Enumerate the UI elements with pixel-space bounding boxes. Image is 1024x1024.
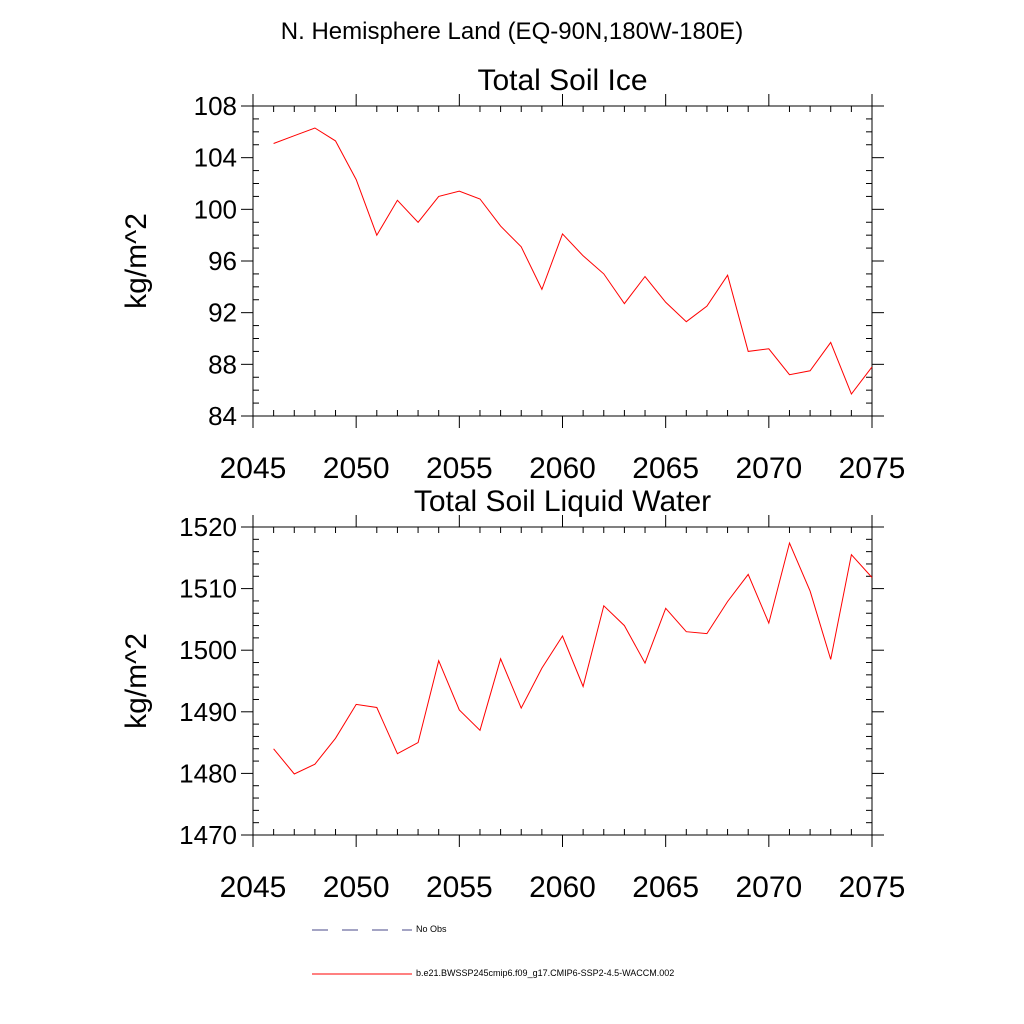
x-tick-label: 2045 (220, 452, 287, 485)
x-tick-label: 2065 (632, 452, 699, 485)
y-tick-label: 104 (194, 143, 237, 173)
x-tick-label: 2075 (839, 452, 906, 485)
y-tick-label: 1480 (179, 758, 237, 788)
plot-frame (252, 105, 873, 417)
chart-title: Total Soil Liquid Water (414, 485, 711, 518)
legend-label-model: b.e21.BWSSP245cmip6.f09_g17.CMIP6-SSP2-4… (416, 968, 675, 978)
y-tick-label: 1520 (179, 512, 237, 542)
y-tick-label: 1490 (179, 697, 237, 727)
y-tick-label: 84 (208, 401, 237, 431)
y-axis-label: kg/m^2 (120, 633, 153, 729)
y-tick-label: 100 (194, 194, 237, 224)
y-axis-label: kg/m^2 (120, 213, 153, 309)
x-tick-label: 2050 (323, 452, 390, 485)
plot-frame (252, 526, 873, 836)
chart-panel-1: Total Soil Liquid Water 1470 1480 1490 1500 1… (120, 485, 905, 904)
series-line-0 (273, 541, 873, 775)
x-tick-label: 2070 (735, 452, 802, 485)
x-tick-label: 2060 (529, 452, 596, 485)
x-tick-label: 2065 (632, 871, 699, 904)
x-tick-label: 2055 (426, 871, 493, 904)
legend-label-no-obs: No Obs (416, 924, 447, 934)
series-line-0 (273, 127, 873, 396)
y-tick-label: 1510 (179, 574, 237, 604)
x-tick-label: 2060 (529, 871, 596, 904)
chart-panel-0: Total Soil Ice 84 88 92 96 100 104 108 2045 2050 2… (120, 64, 905, 485)
y-tick-label: 96 (208, 246, 237, 276)
x-tick-label: 2055 (426, 452, 493, 485)
x-tick-label: 2050 (323, 871, 390, 904)
x-tick-label: 2045 (220, 871, 287, 904)
chart-title: Total Soil Ice (477, 64, 647, 97)
x-tick-label: 2075 (839, 871, 906, 904)
y-tick-label: 1470 (179, 820, 237, 850)
y-tick-label: 108 (194, 91, 237, 121)
y-tick-label: 92 (208, 298, 237, 328)
figure-title: N. Hemisphere Land (EQ-90N,180W-180E) (280, 18, 744, 45)
y-tick-label: 1500 (179, 635, 237, 665)
y-tick-label: 88 (208, 349, 237, 379)
x-tick-label: 2070 (735, 871, 802, 904)
